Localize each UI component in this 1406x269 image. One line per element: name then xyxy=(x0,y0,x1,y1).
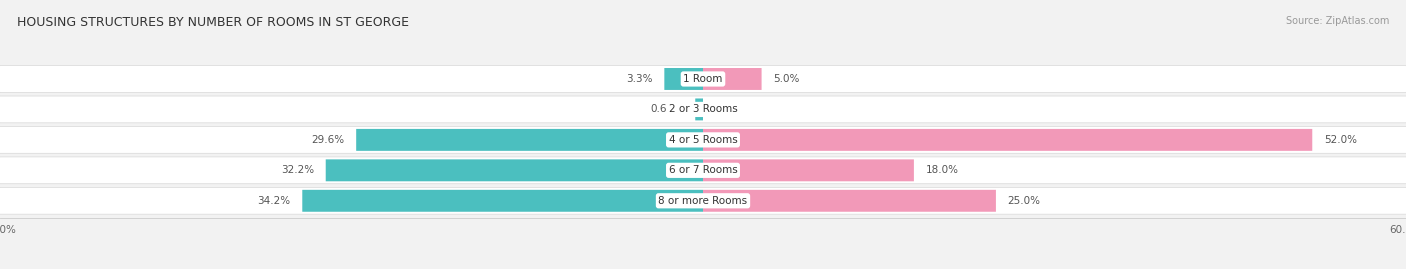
FancyBboxPatch shape xyxy=(0,187,1406,214)
Text: 1 Room: 1 Room xyxy=(683,74,723,84)
Text: 3.3%: 3.3% xyxy=(626,74,652,84)
FancyBboxPatch shape xyxy=(356,129,703,151)
Text: 29.6%: 29.6% xyxy=(311,135,344,145)
Text: 2 or 3 Rooms: 2 or 3 Rooms xyxy=(669,104,737,114)
Text: 25.0%: 25.0% xyxy=(1008,196,1040,206)
FancyBboxPatch shape xyxy=(0,96,1406,123)
Text: 5.0%: 5.0% xyxy=(773,74,800,84)
FancyBboxPatch shape xyxy=(326,159,703,181)
FancyBboxPatch shape xyxy=(0,66,1406,92)
FancyBboxPatch shape xyxy=(665,68,703,90)
FancyBboxPatch shape xyxy=(0,157,1406,184)
Text: 4 or 5 Rooms: 4 or 5 Rooms xyxy=(669,135,737,145)
FancyBboxPatch shape xyxy=(302,190,703,212)
Text: 0.66%: 0.66% xyxy=(651,104,683,114)
Text: 0.0%: 0.0% xyxy=(714,104,741,114)
FancyBboxPatch shape xyxy=(703,190,995,212)
Text: 52.0%: 52.0% xyxy=(1324,135,1357,145)
Text: 18.0%: 18.0% xyxy=(925,165,959,175)
Text: 32.2%: 32.2% xyxy=(281,165,314,175)
FancyBboxPatch shape xyxy=(703,68,762,90)
FancyBboxPatch shape xyxy=(703,159,914,181)
Text: Source: ZipAtlas.com: Source: ZipAtlas.com xyxy=(1285,16,1389,26)
Text: HOUSING STRUCTURES BY NUMBER OF ROOMS IN ST GEORGE: HOUSING STRUCTURES BY NUMBER OF ROOMS IN… xyxy=(17,16,409,29)
FancyBboxPatch shape xyxy=(0,126,1406,153)
Text: 34.2%: 34.2% xyxy=(257,196,291,206)
FancyBboxPatch shape xyxy=(696,98,703,121)
FancyBboxPatch shape xyxy=(703,129,1312,151)
Text: 8 or more Rooms: 8 or more Rooms xyxy=(658,196,748,206)
Text: 6 or 7 Rooms: 6 or 7 Rooms xyxy=(669,165,737,175)
